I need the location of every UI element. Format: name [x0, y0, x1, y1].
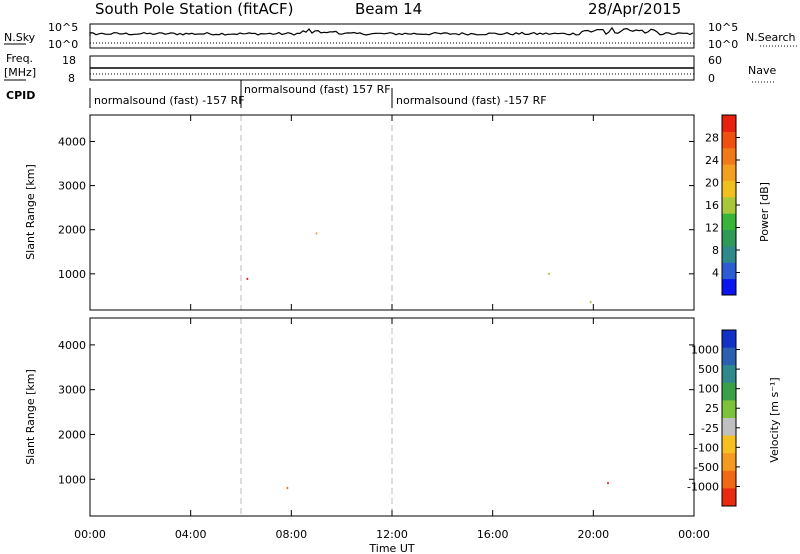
nave-bottom-tick: 0	[708, 72, 715, 85]
x-tick-label: 00:00	[678, 528, 710, 541]
data-cell	[246, 277, 249, 280]
data-cell	[607, 481, 609, 485]
freq-unit: [MHz]	[4, 66, 36, 79]
colorbar-segment	[722, 196, 736, 214]
colorbar-segment	[722, 115, 736, 132]
colorbar-tick-label: 4	[712, 267, 719, 280]
colorbar-segment	[722, 470, 736, 489]
data-cell	[589, 301, 592, 304]
cpid-label: CPID	[6, 89, 35, 102]
xlabel: Time UT	[368, 542, 414, 554]
velocity-ylabel: Slant Range [km]	[24, 369, 37, 465]
station-title: South Pole Station (fitACF)	[95, 0, 293, 18]
data-cell	[286, 486, 289, 490]
colorbar-segment	[722, 488, 736, 507]
mode-label-1: normalsound (fast) -157 RF	[94, 94, 245, 107]
colorbar-segment	[722, 347, 736, 366]
y-tick-label: 2000	[58, 428, 86, 441]
colorbar-segment	[722, 245, 736, 263]
nsky-top-tick: 10^5	[48, 21, 78, 34]
nsky-line	[89, 26, 694, 36]
nsearch-bottom-tick: 10^0	[708, 38, 738, 51]
y-tick-label: 3000	[58, 180, 86, 193]
colorbar-tick-label: -1000	[687, 480, 719, 493]
colorbar-frame	[721, 329, 737, 507]
colorbar-segment	[722, 164, 736, 181]
colorbar-tick-label: 8	[712, 244, 719, 257]
y-tick-label: 4000	[58, 135, 86, 148]
colorbar-tick-label: 12	[705, 222, 719, 235]
freq-bottom-tick: 8	[68, 72, 75, 85]
colorbar-segment	[722, 180, 736, 198]
power-ylabel: Slant Range [km]	[24, 164, 37, 260]
colorbar-tick-label: 16	[705, 199, 719, 212]
colorbar-segment	[722, 365, 736, 384]
y-tick-label: 3000	[58, 384, 86, 397]
colorbar-tick-label: 24	[705, 154, 719, 167]
colorbar-tick-label: 28	[705, 132, 719, 145]
nsky-label: N.Sky	[4, 31, 36, 44]
y-tick-label: 2000	[58, 224, 86, 237]
power-axes: 1000 2000 3000 4000	[58, 115, 695, 310]
colorbar-tick-label: -500	[694, 461, 719, 474]
colorbar-segment	[722, 418, 736, 437]
x-tick-label: 00:00	[74, 528, 106, 541]
velocity-axes: 1000 2000 3000 4000	[58, 318, 695, 516]
date-label: 28/Apr/2015	[588, 0, 681, 18]
colorbar-tick-label: 100	[698, 383, 719, 396]
colorbar-tick-label: 1000	[691, 344, 719, 357]
mode-label-3: normalsound (fast) -157 RF	[396, 94, 547, 107]
beam-label: Beam 14	[355, 0, 422, 18]
nsky-strip	[89, 23, 695, 49]
nsearch-label: N.Search	[746, 31, 796, 44]
velocity-panel-frame	[89, 317, 695, 517]
x-tick-label: 08:00	[275, 528, 307, 541]
colorbar-segment	[722, 453, 736, 472]
data-cell	[548, 272, 550, 275]
colorbar-segment	[722, 400, 736, 419]
x-axis-tick-labels: 00:00 04:00 08:00 12:00 16:00 20:00 00:00	[74, 528, 710, 541]
velocity-colorbar-label: Velocity [m s⁻¹]	[768, 377, 781, 462]
power-data-points	[240, 115, 592, 310]
y-tick-label: 4000	[58, 339, 86, 352]
colorbar-segment	[722, 435, 736, 454]
x-tick-label: 04:00	[175, 528, 207, 541]
power-colorbar-label: Power [dB]	[758, 182, 771, 242]
nsky-trace	[89, 26, 694, 44]
y-tick-label: 1000	[58, 268, 86, 281]
x-tick-label: 16:00	[477, 528, 509, 541]
x-tick-label: 20:00	[577, 528, 609, 541]
colorbar-segment	[722, 382, 736, 401]
nave-top-tick: 60	[708, 54, 722, 67]
mode-label-2: normalsound (fast) 157 RF	[244, 83, 391, 96]
colorbar-tick-label: -25	[701, 422, 719, 435]
colorbar-segment	[722, 131, 736, 149]
colorbar-segment	[722, 278, 736, 296]
colorbar-tick-label: 500	[698, 363, 719, 376]
freq-label: Freq.	[6, 52, 33, 65]
nsearch-top-tick: 10^5	[708, 21, 738, 34]
velocity-colorbar: 1000 500 100 25 -25 -100 -500 -1000	[687, 329, 740, 507]
x-tick-label: 12:00	[376, 528, 408, 541]
freq-top-tick: 18	[62, 54, 76, 67]
colorbar-segment	[722, 229, 736, 247]
nave-label: Nave	[748, 64, 776, 77]
colorbar-segment	[722, 330, 736, 349]
nsky-bottom-tick: 10^0	[48, 38, 78, 51]
colorbar-tick-label: 25	[705, 402, 719, 415]
y-tick-label: 1000	[58, 473, 86, 486]
colorbar-segment	[722, 213, 736, 231]
power-colorbar: 4 8 12 16 20 24 28	[705, 114, 740, 296]
colorbar-tick-label: 20	[705, 177, 719, 190]
colorbar-segment	[722, 262, 736, 280]
velocity-data-points	[240, 318, 609, 516]
colorbar-tick-label: -100	[694, 441, 719, 454]
data-cell	[315, 232, 318, 235]
colorbar-segment	[722, 147, 736, 165]
